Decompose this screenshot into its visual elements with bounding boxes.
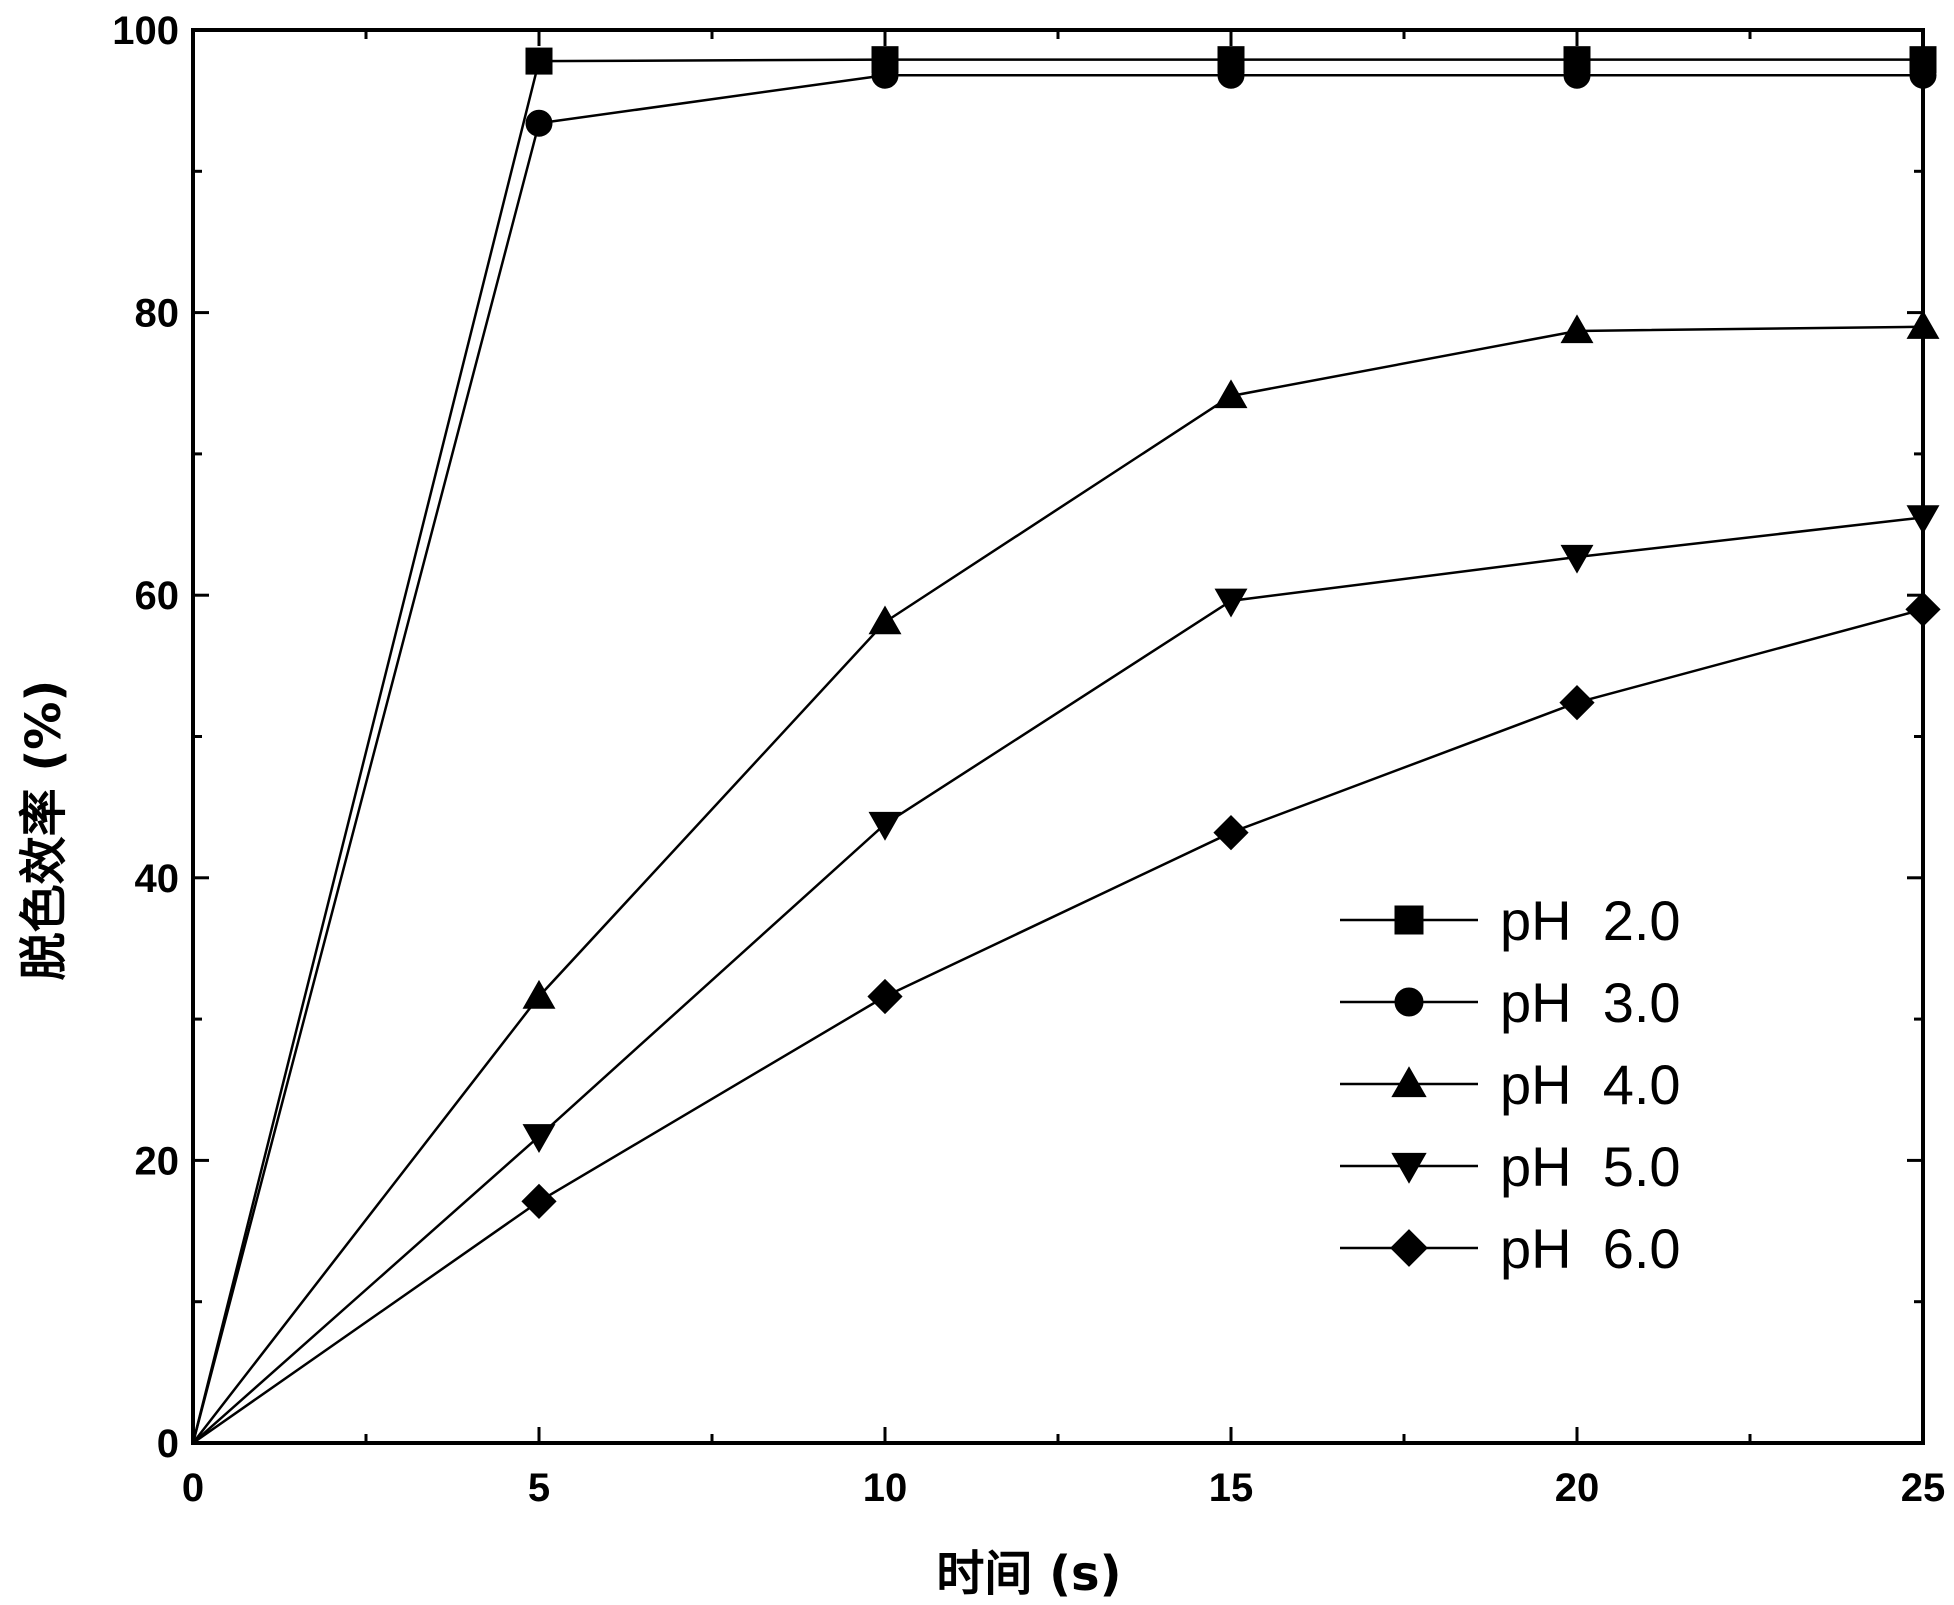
legend-label: pH 2.0 (1500, 889, 1681, 952)
legend-label: pH 3.0 (1500, 971, 1681, 1034)
y-tick-label: 80 (135, 292, 180, 336)
x-axis-title: 时间 (s) (936, 1546, 1121, 1602)
data-point-diamond (1213, 814, 1249, 851)
ticks: 0 5 10 15 20 25 0 20 40 60 80 100 (112, 9, 1945, 1510)
data-point-triangle-up (1391, 1066, 1427, 1098)
data-point-triangle-up (1560, 314, 1594, 344)
data-point-square (525, 47, 553, 75)
series-4 (192, 505, 1940, 1444)
data-point-diamond (521, 1183, 557, 1219)
series-line (192, 325, 1924, 1444)
y-tick-label: 100 (112, 9, 179, 53)
x-tick-label: 0 (182, 1466, 204, 1510)
data-point-triangle-down (1906, 505, 1940, 535)
x-tick-label: 5 (528, 1466, 550, 1510)
data-point-triangle-down (1214, 588, 1248, 618)
data-point-triangle-down (1391, 1152, 1427, 1184)
series-5 (192, 591, 1941, 1445)
legend-item: pH 3.0 (1340, 971, 1681, 1034)
data-point-circle (1909, 61, 1937, 89)
y-tick-label: 40 (135, 857, 180, 901)
x-tick-label: 10 (863, 1466, 908, 1510)
x-tick-label: 15 (1209, 1466, 1254, 1510)
data-point-triangle-down (522, 1124, 556, 1153)
data-point-circle (525, 109, 553, 137)
series-line (191, 73, 1923, 1444)
legend: pH 2.0 pH 3.0 pH 4.0 pH 5.0 pH 6.0 (1340, 889, 1681, 1280)
data-point-triangle-up (1906, 310, 1940, 339)
x-tick-label: 25 (1901, 1466, 1946, 1510)
legend-item: pH 4.0 (1340, 1053, 1681, 1116)
data-point-triangle-down (868, 811, 902, 841)
data-point-diamond (867, 978, 903, 1015)
series-line (192, 608, 1924, 1445)
data-point-triangle-up (1214, 379, 1248, 409)
data-point-circle (871, 61, 899, 89)
data-point-diamond (1390, 1229, 1428, 1267)
data-point-triangle-down (1560, 544, 1594, 574)
series-line (192, 516, 1924, 1444)
legend-item: pH 2.0 (1340, 889, 1681, 952)
y-axis-title: 脱色效率 (%) (16, 680, 72, 981)
data-point-circle (1394, 987, 1424, 1017)
y-tick-label: 20 (135, 1139, 180, 1183)
data-point-diamond (1559, 684, 1595, 721)
data-point-triangle-up (522, 979, 556, 1009)
y-tick-label: 0 (157, 1422, 179, 1466)
data-point-triangle-up (868, 605, 902, 635)
data-point-circle (1563, 61, 1591, 89)
legend-label: pH 6.0 (1500, 1217, 1681, 1280)
legend-label: pH 5.0 (1500, 1135, 1681, 1198)
y-tick-label: 60 (135, 574, 180, 618)
series (191, 46, 1941, 1445)
series-2 (191, 61, 1937, 1444)
legend-item: pH 5.0 (1340, 1135, 1681, 1198)
series-3 (192, 310, 1940, 1444)
data-point-circle (1217, 61, 1245, 89)
series-line (191, 58, 1923, 1444)
data-point-diamond (1905, 591, 1941, 627)
x-tick-label: 20 (1555, 1466, 1600, 1510)
legend-label: pH 4.0 (1500, 1053, 1681, 1116)
legend-item: pH 6.0 (1340, 1217, 1681, 1280)
data-point-square (1394, 905, 1424, 935)
